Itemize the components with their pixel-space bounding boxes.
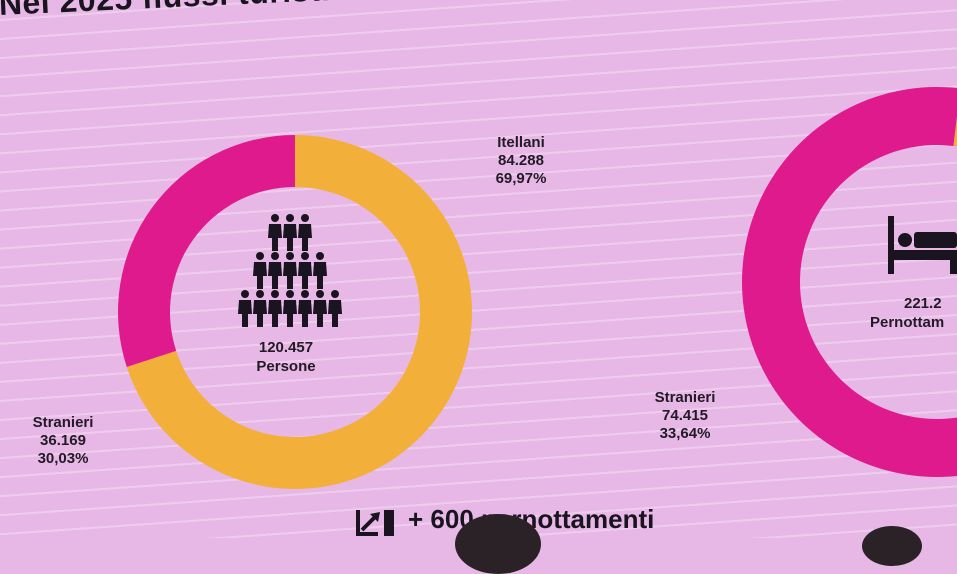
donut-slice-1	[742, 86, 957, 477]
charts-canvas	[117, 86, 957, 489]
person-head	[316, 252, 324, 260]
person-body	[283, 300, 297, 327]
center-label: Pernottam	[870, 314, 945, 331]
person-body	[313, 262, 327, 289]
person-body	[253, 300, 267, 327]
person-head	[301, 290, 309, 298]
person-body	[268, 300, 282, 327]
person-head	[286, 214, 294, 222]
person-body	[298, 300, 312, 327]
label-stranieri-left: Stranieri 36.169 30,03%	[10, 414, 116, 468]
slice-percent: 33,64%	[659, 425, 711, 442]
donut-slice-0	[126, 135, 472, 489]
person-head	[331, 290, 339, 298]
person-body	[238, 300, 252, 327]
growth-chart-icon	[356, 510, 394, 537]
person-head	[271, 252, 279, 260]
person-head	[271, 214, 279, 222]
audience-head	[862, 526, 922, 566]
audience-head	[455, 514, 541, 574]
center-value: 120.457	[258, 339, 314, 356]
label-itellani: Itellani 84.288 69,97%	[468, 134, 574, 188]
center-pernottamenti: 221.2 Pernottam	[870, 294, 957, 332]
person-body	[283, 224, 297, 251]
label-stranieri-right: Stranieri 74.415 33,64%	[632, 389, 738, 443]
donut-chart-persone	[117, 134, 472, 489]
person-head	[256, 252, 264, 260]
slice-value: 84.288	[498, 152, 544, 169]
person-body	[313, 300, 327, 327]
person-head	[286, 252, 294, 260]
person-head	[301, 252, 309, 260]
center-label: Persone	[256, 358, 316, 375]
center-value: 221.2	[904, 295, 942, 312]
slice-name: Stranieri	[654, 389, 716, 406]
person-head	[301, 214, 309, 222]
person-head	[271, 290, 279, 298]
donut-slice-1	[117, 134, 295, 367]
slice-name: Stranieri	[32, 414, 94, 431]
center-persone: 120.457 Persone	[226, 338, 346, 376]
person-head	[241, 290, 249, 298]
person-head	[286, 290, 294, 298]
person-body	[328, 300, 342, 327]
slice-value: 36.169	[40, 432, 86, 449]
person-body	[268, 262, 282, 289]
donut-slice-0	[953, 116, 957, 147]
person-head	[316, 290, 324, 298]
person-body	[283, 262, 297, 289]
bed-icon	[888, 216, 957, 274]
person-body	[268, 224, 282, 251]
slice-value: 74.415	[662, 407, 708, 424]
person-body	[298, 262, 312, 289]
slice-percent: 69,97%	[495, 170, 547, 187]
people-icon	[238, 214, 342, 327]
person-body	[298, 224, 312, 251]
person-head	[256, 290, 264, 298]
slice-percent: 30,03%	[37, 450, 89, 467]
person-body	[253, 262, 267, 289]
slice-name: Itellani	[497, 134, 545, 151]
donut-chart-pernottamenti	[742, 86, 957, 477]
